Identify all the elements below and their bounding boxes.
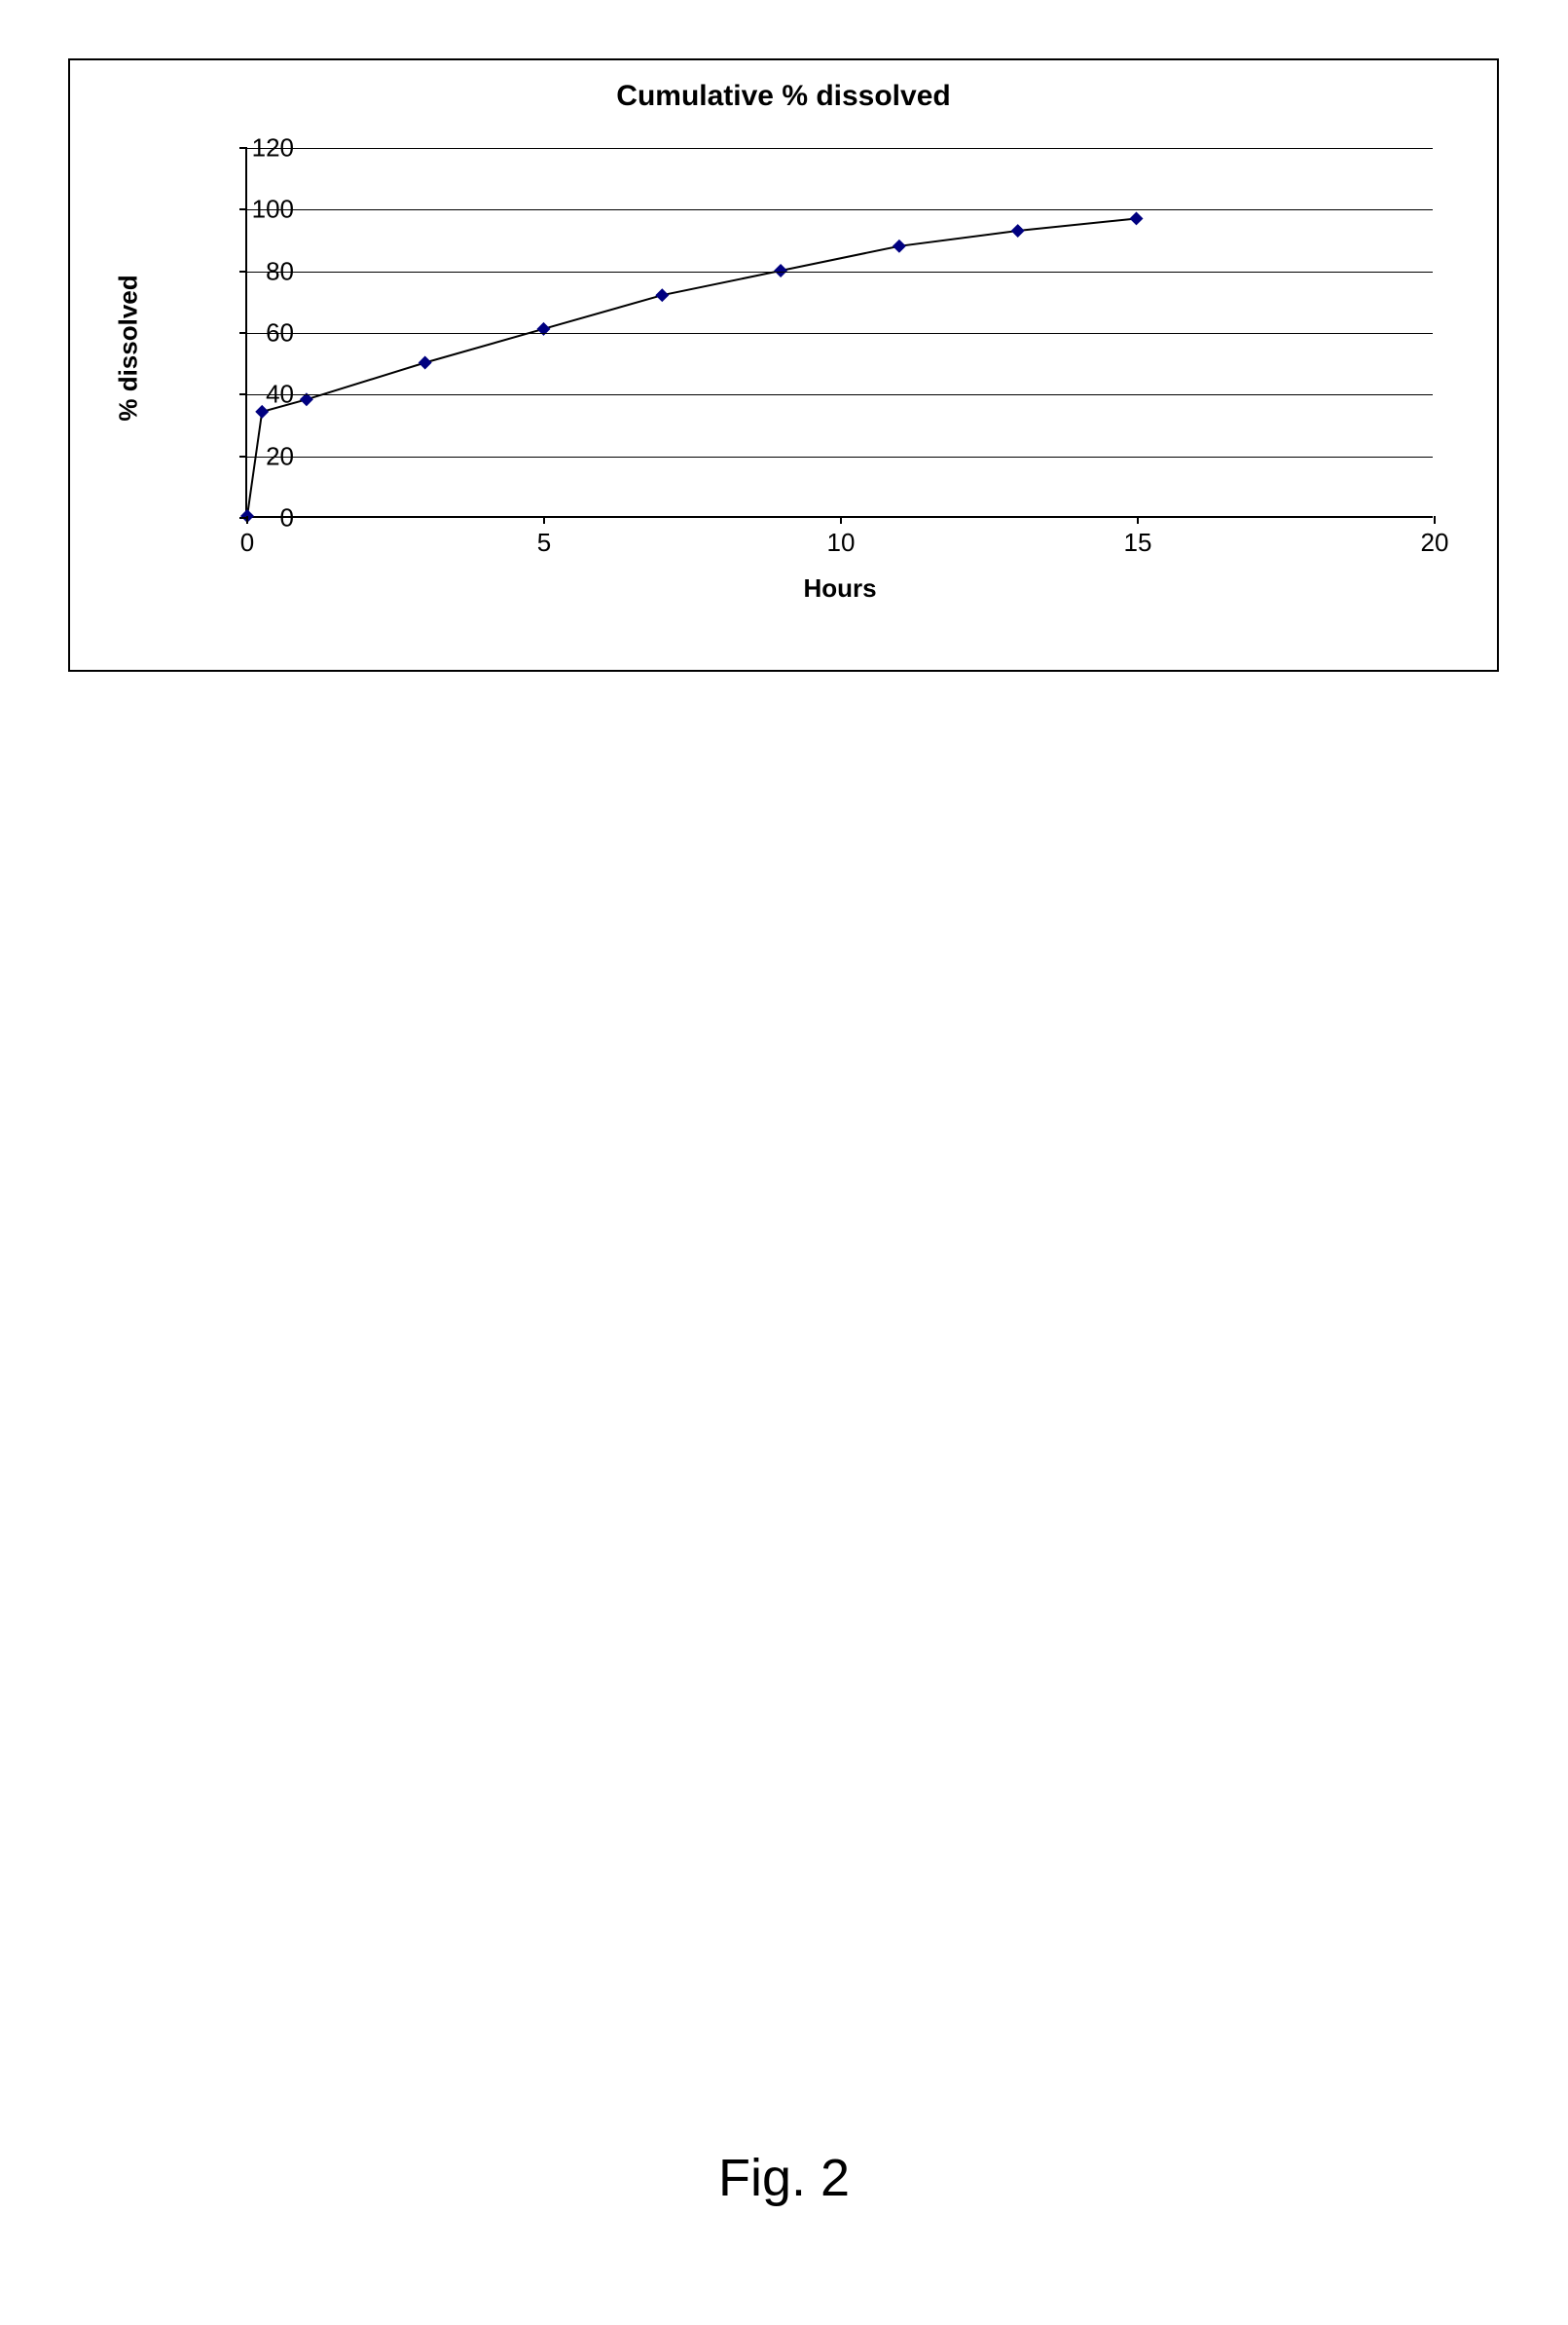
gridline bbox=[247, 457, 1433, 458]
gridline bbox=[247, 209, 1433, 210]
x-tick-mark bbox=[1137, 516, 1139, 524]
x-axis-label: Hours bbox=[803, 573, 876, 604]
y-tick-label: 120 bbox=[245, 133, 294, 164]
chart-outer-border: Cumulative % dissolved % dissolved Hours… bbox=[68, 58, 1499, 672]
x-tick-mark bbox=[543, 516, 545, 524]
data-marker bbox=[419, 356, 432, 370]
y-tick-label: 20 bbox=[245, 441, 294, 471]
plot-area: Hours 02040608010012005101520 bbox=[245, 148, 1433, 518]
y-tick-label: 80 bbox=[245, 256, 294, 286]
x-tick-label: 15 bbox=[1124, 528, 1152, 558]
gridline bbox=[247, 394, 1433, 395]
figure-caption: Fig. 2 bbox=[718, 2148, 850, 2208]
y-tick-label: 40 bbox=[245, 380, 294, 410]
chart-title: Cumulative % dissolved bbox=[70, 80, 1497, 113]
data-line-svg bbox=[247, 148, 1433, 516]
data-marker bbox=[1130, 211, 1144, 225]
x-tick-label: 10 bbox=[827, 528, 856, 558]
x-tick-label: 5 bbox=[537, 528, 551, 558]
x-tick-mark bbox=[840, 516, 842, 524]
data-marker bbox=[893, 240, 906, 253]
data-marker bbox=[655, 288, 669, 302]
y-axis-label: % dissolved bbox=[114, 275, 144, 421]
gridline bbox=[247, 272, 1433, 273]
y-tick-label: 60 bbox=[245, 318, 294, 349]
data-marker bbox=[1011, 224, 1025, 238]
gridline bbox=[247, 148, 1433, 149]
gridline bbox=[247, 333, 1433, 334]
x-tick-label: 20 bbox=[1421, 528, 1449, 558]
y-tick-label: 100 bbox=[245, 195, 294, 225]
data-line bbox=[247, 218, 1137, 516]
chart-container: % dissolved Hours 0204060801001200510152… bbox=[187, 148, 1452, 606]
x-tick-mark bbox=[246, 516, 248, 524]
x-tick-label: 0 bbox=[240, 528, 254, 558]
x-tick-mark bbox=[1434, 516, 1436, 524]
